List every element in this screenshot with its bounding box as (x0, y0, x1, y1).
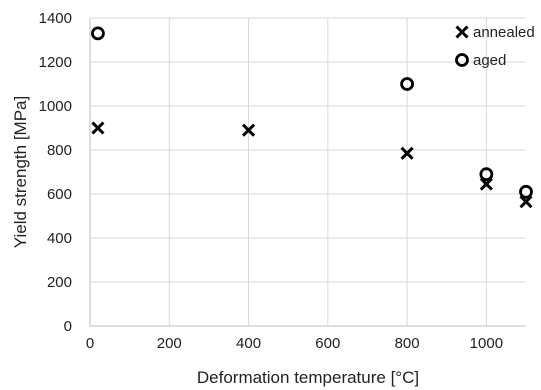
x-tick-label: 600 (315, 335, 340, 352)
y-tick-label: 400 (47, 230, 72, 247)
grid (89, 17, 526, 327)
annealed-point (241, 123, 256, 137)
x-tick-label: 1000 (470, 335, 503, 352)
annealed-point (91, 121, 105, 135)
y-tick-label: 800 (47, 142, 72, 159)
x-tick-label: 0 (86, 335, 94, 352)
annealed-point (519, 195, 533, 209)
y-axis-title: Yield strength [MPa] (11, 96, 30, 248)
legend-label: aged (473, 52, 506, 69)
aged-point (91, 26, 105, 41)
aged-point (400, 77, 414, 91)
legend-cross-icon (455, 25, 469, 39)
y-tick-label: 0 (64, 318, 72, 335)
tick-labels: 0 200 400 600 800 1000 1200 1400 0 200 400 600 800 10… (39, 10, 503, 352)
x-tick-label: 200 (157, 335, 182, 352)
y-tick-label: 1000 (39, 98, 72, 115)
y-tick-label: 1200 (39, 54, 72, 71)
y-tick-label: 600 (47, 186, 72, 203)
annealed-point (479, 177, 493, 191)
aged-point (519, 184, 533, 199)
legend-label: annealed (473, 24, 535, 41)
annealed-point (400, 146, 414, 160)
aged-point (479, 167, 494, 182)
y-tick-label: 200 (47, 274, 72, 291)
x-tick-label: 800 (395, 335, 420, 352)
y-tick-label: 1400 (39, 10, 72, 27)
legend-circle-icon (455, 53, 469, 67)
legend: annealed aged (455, 24, 535, 69)
x-tick-label: 400 (236, 335, 261, 352)
data-points (91, 26, 533, 209)
x-axis-title: Deformation temperature [°C] (197, 368, 419, 387)
